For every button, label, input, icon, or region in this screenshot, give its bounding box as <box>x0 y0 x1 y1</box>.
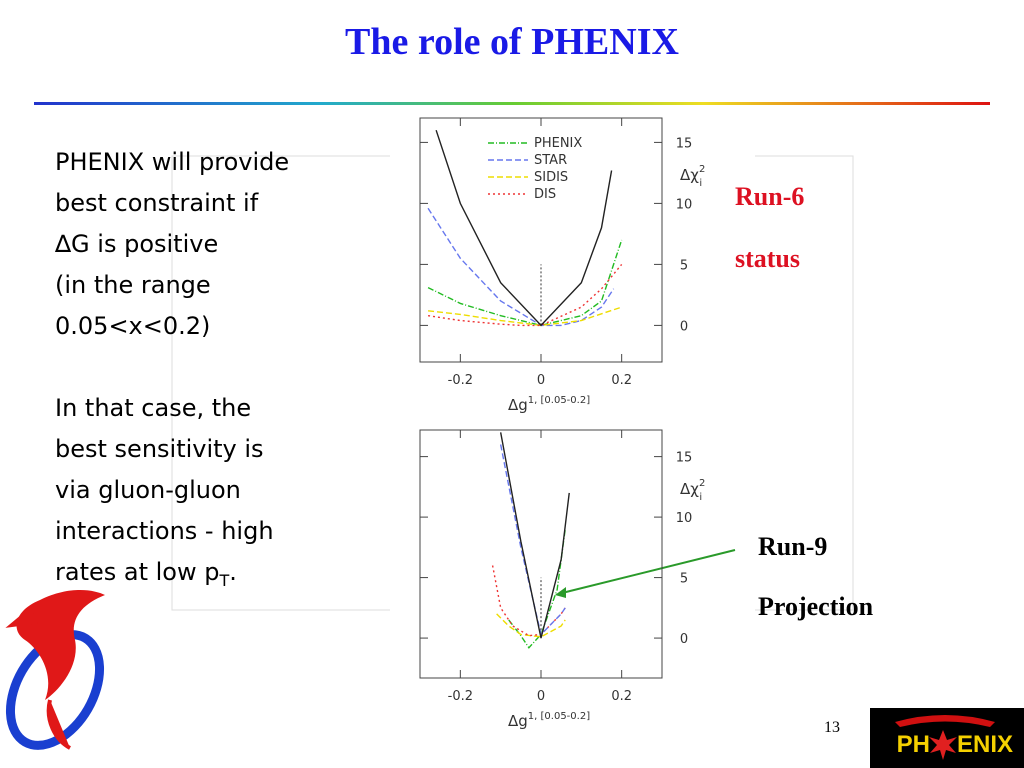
curves <box>491 432 570 649</box>
body-line: best constraint if <box>55 189 259 217</box>
curve <box>435 129 613 327</box>
y-tick-label: 10 <box>676 511 693 526</box>
text-run: T <box>218 571 229 590</box>
body-text: PHENIX will provide best constraint if ∆G … <box>54 148 289 590</box>
y-tick-label: 0 <box>680 319 688 334</box>
text-run: 1, [0.05-0.2] <box>528 395 590 406</box>
x-tick-label: 0 <box>537 373 545 388</box>
body-line: interactions - high <box>55 517 274 545</box>
logo-star <box>929 730 957 760</box>
curve <box>499 432 570 639</box>
curve <box>499 444 566 636</box>
x-tick-label: -0.2 <box>448 373 473 388</box>
text-run: . <box>229 558 237 586</box>
text-run: rates at low p <box>55 558 219 586</box>
body-line: via gluon-gluon <box>55 476 241 504</box>
legend-label: SIDIS <box>534 170 568 185</box>
body-line: 0.05<x<0.2) <box>55 312 210 340</box>
curve <box>427 207 615 327</box>
text-run: Δg <box>508 396 528 414</box>
body-line: (in the range <box>55 271 211 299</box>
text-run: 2 <box>699 478 705 489</box>
curve <box>496 613 566 638</box>
run9-projection: Projection <box>758 592 874 621</box>
text-run: Δχ <box>680 480 699 498</box>
arrow-head <box>555 587 566 598</box>
curve <box>427 239 623 327</box>
body-line: ∆G is positive <box>54 230 218 258</box>
plot-backdrop <box>390 110 755 720</box>
y-tick-label: 15 <box>676 451 693 466</box>
run6-label: Run-6 <box>735 182 804 211</box>
body-line: PHENIX will provide <box>55 148 289 176</box>
text-run: i <box>699 178 702 189</box>
text-run: Δg <box>508 712 528 730</box>
text-run: 1, [0.05-0.2] <box>528 711 590 722</box>
legend-label: STAR <box>534 153 567 168</box>
y-tick-label: 5 <box>680 258 688 273</box>
logo-text: PH <box>897 731 930 758</box>
text-run: 2 <box>699 164 705 175</box>
x-tick-label: 0.2 <box>611 373 632 388</box>
plot: -0.2 0 0.2 0 5 10 15 Δg1, [0.05-0.2] Δχ2 i PHENIX S… <box>419 117 705 414</box>
slide-title: The role of PHENIX <box>345 21 679 63</box>
page-number: 13 <box>824 719 840 736</box>
curve <box>427 263 623 327</box>
y-tick-label: 15 <box>676 136 693 151</box>
run9-label: Run-9 <box>758 532 827 561</box>
x-tick-label: -0.2 <box>448 689 473 704</box>
x-tick-label: 0.2 <box>611 689 632 704</box>
curves <box>427 129 623 327</box>
legend-label: DIS <box>534 187 556 202</box>
x-axis-label: Δg1, [0.05-0.2] <box>508 711 590 730</box>
legend-label: PHENIX <box>534 136 582 151</box>
body-line: In that case, the <box>55 394 251 422</box>
text-run: Δχ <box>680 166 699 184</box>
y-axis-label: Δχ2 i <box>680 478 705 503</box>
y-tick-label: 5 <box>680 572 688 587</box>
title-rule <box>34 102 990 105</box>
x-tick-label: 0 <box>537 689 545 704</box>
body-line: rates at low pT. <box>55 558 237 590</box>
y-tick-label: 10 <box>676 197 693 212</box>
run6-status: status <box>735 244 800 273</box>
body-line: best sensitivity is <box>55 435 264 463</box>
x-axis-label: Δg1, [0.05-0.2] <box>508 395 590 414</box>
logo-text: ENIX <box>957 731 1013 758</box>
plot: -0.2 0 0.2 0 5 10 15 Δg1, [0.05-0.2] Δχ2 i <box>419 429 705 730</box>
phoenix-emblem <box>5 590 105 750</box>
y-tick-label: 0 <box>680 632 688 647</box>
curve <box>427 306 622 327</box>
y-axis-label: Δχ2 i <box>680 164 705 189</box>
text-run: i <box>699 492 702 503</box>
arrow <box>561 549 736 594</box>
logo-arc <box>895 715 995 727</box>
